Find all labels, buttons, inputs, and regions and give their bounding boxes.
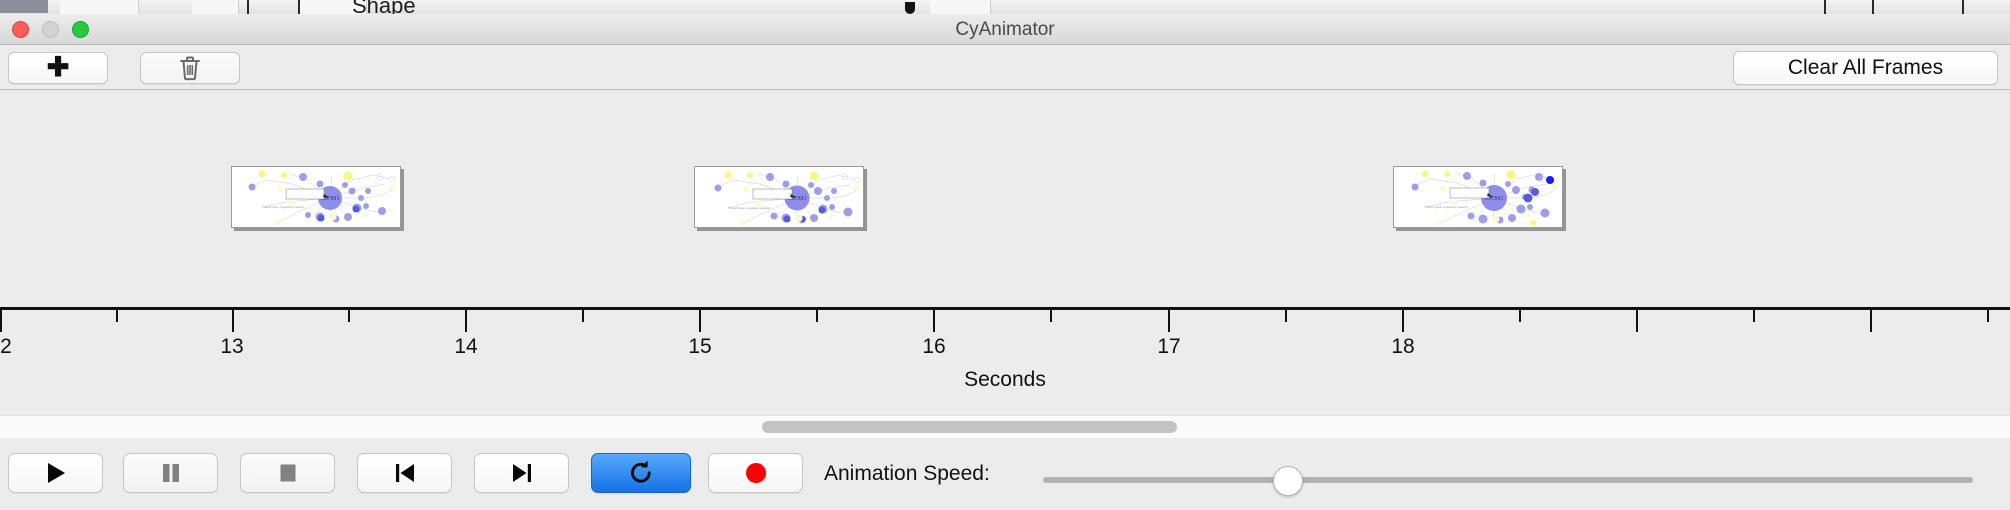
slider-track[interactable]: [1043, 477, 1973, 483]
background-segment: [60, 0, 139, 14]
axis-tick-major: [0, 310, 2, 332]
background-segment: [192, 0, 239, 14]
background-divider: [1962, 0, 1964, 14]
record-button[interactable]: [708, 453, 803, 493]
timeline-axis: [0, 307, 2010, 310]
axis-tick-major: [933, 310, 935, 332]
delete-frame-button[interactable]: [140, 52, 240, 84]
network-graph-preview: MCM1: [695, 167, 863, 227]
loop-icon: [630, 460, 651, 483]
trash-icon: [180, 56, 200, 81]
background-divider: [247, 0, 249, 14]
axis-tick-label: 18: [1391, 335, 1415, 358]
background-divider: [298, 0, 300, 14]
scrollbar-thumb[interactable]: [762, 421, 1177, 433]
close-button-icon[interactable]: [12, 21, 29, 38]
background-marker: [905, 2, 915, 14]
svg-text:Transcription regulation netwo: Transcription regulation network: [1425, 205, 1468, 209]
background-segment: [930, 0, 991, 14]
svg-text:Transcription regulation netwo: Transcription regulation network: [728, 206, 771, 210]
add-frame-button[interactable]: ✚: [8, 52, 108, 84]
axis-tick-minor: [1285, 310, 1287, 322]
clear-all-frames-label: Clear All Frames: [1787, 56, 1944, 79]
axis-tick-major: [465, 310, 467, 332]
axis-tick-major: [1870, 310, 1872, 332]
axis-tick-minor: [816, 310, 818, 322]
slider-thumb[interactable]: [1273, 466, 1303, 496]
background-divider: [1824, 0, 1826, 14]
axis-tick-label: 13: [220, 335, 244, 358]
frame-thumbnail[interactable]: MCM1: [1393, 166, 1563, 228]
skip-next-button[interactable]: [474, 453, 569, 493]
timeline-panel[interactable]: MCM1: [0, 90, 2010, 415]
loop-button[interactable]: [591, 453, 691, 493]
play-button[interactable]: [8, 453, 103, 493]
clear-all-frames-button[interactable]: Clear All Frames: [1733, 51, 1998, 85]
skip-previous-icon: [395, 464, 414, 482]
window-title: CyAnimator: [955, 19, 1055, 40]
frame-thumbnail[interactable]: MCM1: [231, 166, 401, 228]
axis-tick-minor: [116, 310, 118, 322]
axis-tick-minor: [1050, 310, 1052, 322]
plus-icon: ✚: [46, 51, 70, 82]
play-icon: [47, 463, 65, 483]
background-titlebar-segment: [0, 0, 48, 13]
minimize-button-icon[interactable]: [42, 21, 59, 38]
stop-button[interactable]: [240, 453, 335, 493]
axis-tick-label: 16: [922, 335, 946, 358]
svg-text:MCM1: MCM1: [787, 195, 806, 202]
axis-tick-minor: [348, 310, 350, 322]
background-divider: [1872, 0, 1874, 14]
svg-text:MCM1: MCM1: [1484, 195, 1503, 202]
record-icon: [745, 463, 766, 483]
skip-previous-button[interactable]: [357, 453, 452, 493]
axis-tick-minor: [1753, 310, 1755, 322]
axis-tick-minor: [1519, 310, 1521, 322]
axis-tick-label: 15: [688, 335, 712, 358]
axis-tick-major: [1168, 310, 1170, 332]
pause-icon: [162, 464, 179, 482]
background-shape-label: Shape: [352, 0, 416, 14]
svg-text:Transcription regulation netwo: Transcription regulation network: [262, 205, 305, 209]
animation-speed-slider[interactable]: [1043, 466, 1973, 496]
axis-tick-label: 14: [454, 335, 478, 358]
axis-tick-major: [699, 310, 701, 332]
maximize-button-icon[interactable]: [72, 21, 89, 38]
stop-icon: [280, 464, 295, 482]
title-bar: CyAnimator: [0, 14, 2010, 45]
axis-title: Seconds: [964, 368, 1046, 391]
animation-speed-label: Animation Speed:: [824, 462, 990, 485]
frame-thumbnail[interactable]: MCM1: [694, 166, 864, 228]
axis-tick-minor: [582, 310, 584, 322]
axis-tick-label: 2: [0, 335, 12, 358]
pause-button[interactable]: [123, 453, 218, 493]
svg-text:MCM1: MCM1: [320, 195, 339, 202]
network-graph-preview: MCM1: [232, 167, 400, 227]
skip-next-icon: [512, 464, 531, 482]
background-segment: [300, 0, 367, 14]
background-window-strip: Shape: [0, 0, 2010, 14]
axis-tick-major: [232, 310, 234, 332]
axis-tick-major: [1402, 310, 1404, 332]
toolbar: ✚ Clear All Frames: [0, 45, 2010, 90]
playback-control-bar: Animation Speed:: [0, 438, 2010, 510]
timeline-horizontal-scrollbar[interactable]: [0, 415, 2010, 439]
network-graph-preview: MCM1: [1394, 167, 1562, 227]
axis-tick-minor: [1987, 310, 1989, 322]
axis-tick-label: 17: [1157, 335, 1181, 358]
axis-tick-major: [1636, 310, 1638, 332]
